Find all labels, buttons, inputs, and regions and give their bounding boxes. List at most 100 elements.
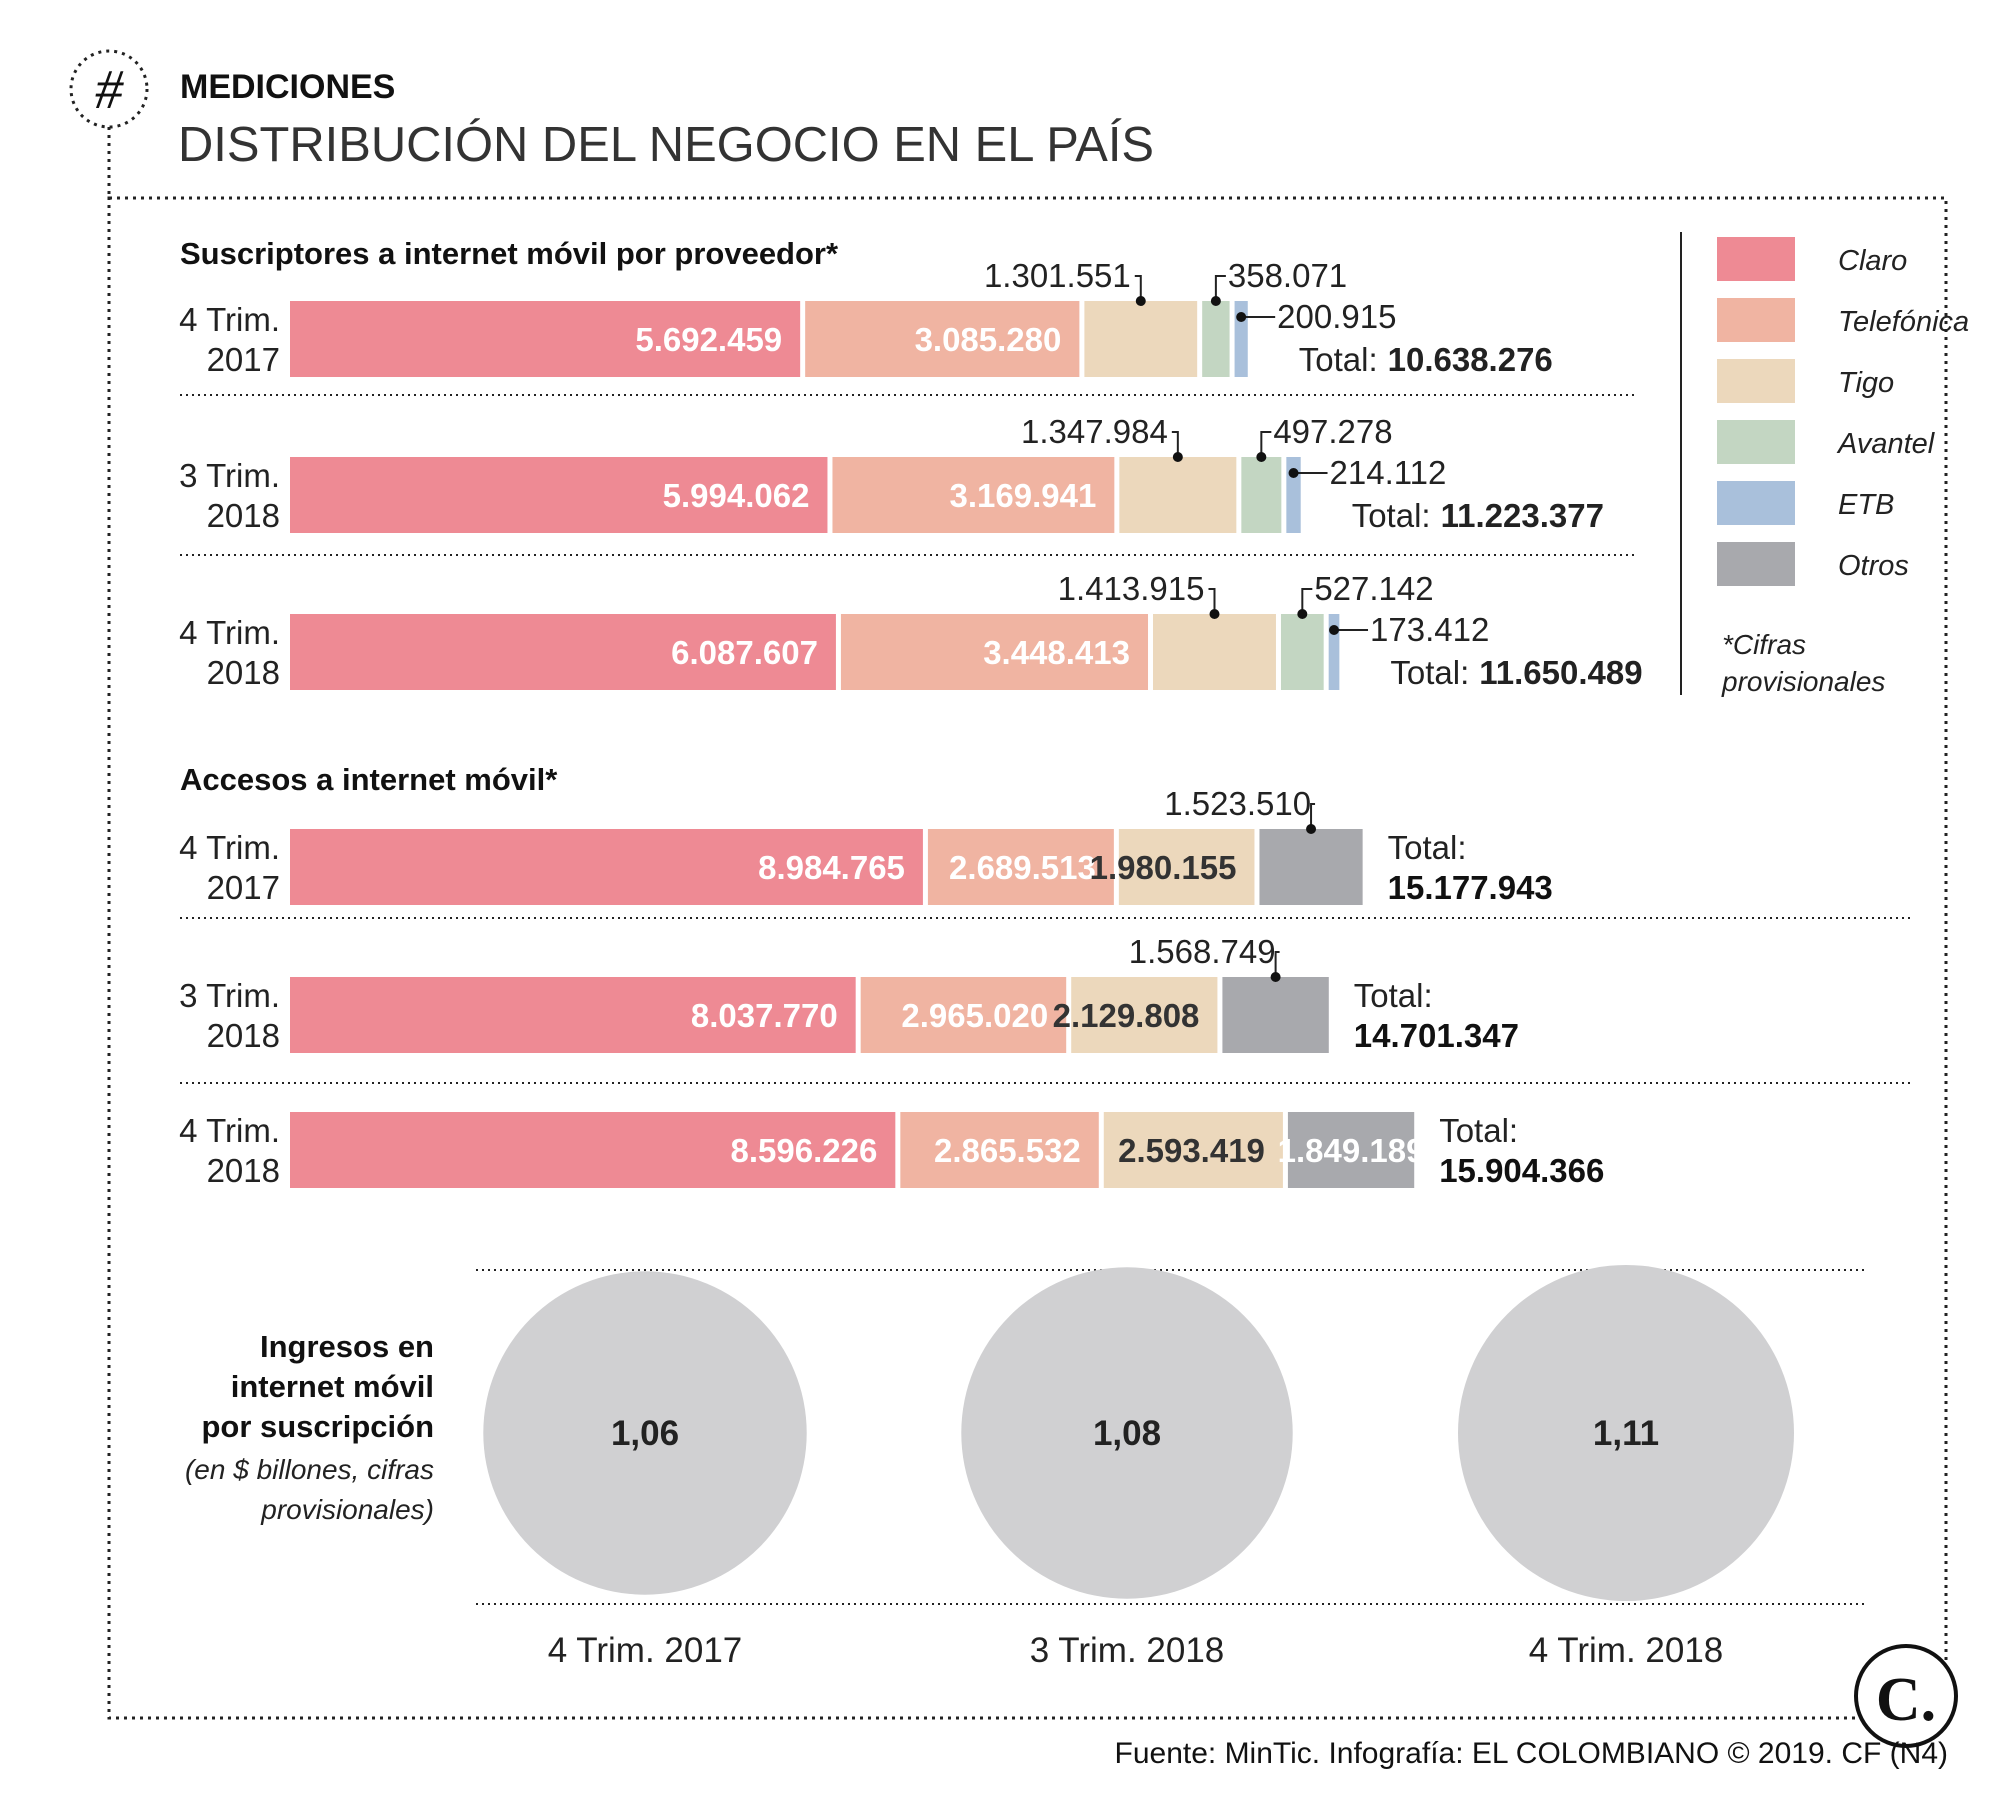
bubble-category: 4 Trim. 2017: [548, 1631, 743, 1670]
period-label-line1: 3 Trim.: [179, 977, 280, 1014]
value-label-telefonica: 2.689.513: [949, 849, 1096, 886]
bar-tigo: [1119, 457, 1237, 533]
total-value: 15.177.943: [1388, 869, 1553, 906]
legend-label-telefonica: Telefónica: [1838, 306, 1969, 338]
value-label-claro: 5.692.459: [635, 321, 782, 358]
callout-dot: [1270, 972, 1281, 982]
total-prefix: Total:: [1352, 497, 1431, 534]
callout-label-avantel: 527.142: [1314, 570, 1433, 607]
bar-otros: [1222, 977, 1329, 1053]
bar-telefonica: [840, 614, 1149, 690]
bar-avantel: [1280, 614, 1324, 690]
legend-label-claro: Claro: [1838, 245, 1907, 277]
hash-badge-icon: [69, 49, 149, 129]
callout-label-otros: 1.523.510: [1164, 785, 1311, 822]
callout-label-avantel: 358.071: [1228, 257, 1347, 294]
total-value: 11.650.489: [1479, 654, 1642, 691]
callout-label-etb: 200.915: [1277, 298, 1396, 335]
frame: [107, 196, 1948, 1720]
callout-label-tigo: 1.347.984: [1021, 413, 1168, 450]
legend-label-tigo: Tigo: [1838, 367, 1894, 399]
callout-label-tigo: 1.301.551: [984, 257, 1131, 294]
callout-dot: [1172, 452, 1183, 462]
legend-swatch-avantel: [1717, 420, 1795, 464]
bar-telefonica: [927, 829, 1114, 905]
value-label-telefonica: 2.865.532: [934, 1132, 1081, 1169]
value-label-telefonica: 3.448.413: [983, 634, 1130, 671]
callout-label-etb: 173.412: [1370, 611, 1489, 648]
total-prefix: Total:: [1439, 1112, 1518, 1149]
callout-dot: [1297, 609, 1308, 619]
bar-telefonica: [805, 301, 1080, 377]
bubble-value: 1,08: [1093, 1414, 1161, 1453]
bubble-value: 1,06: [611, 1414, 679, 1453]
value-label-tigo: 2.593.419: [1118, 1132, 1265, 1169]
revenue-title-line3: por suscripción: [201, 1409, 434, 1444]
period-label-line2: 2018: [207, 497, 280, 534]
bar-avantel: [1241, 457, 1282, 533]
bubble-category: 4 Trim. 2018: [1529, 1631, 1724, 1670]
legend-swatch-tigo: [1717, 359, 1795, 403]
row-total: Total: 10.638.276: [1299, 341, 1553, 378]
hash-icon: #: [95, 59, 124, 121]
bubble: [1458, 1265, 1794, 1601]
value-label-claro: 8.037.770: [691, 997, 838, 1034]
total-prefix: Total:: [1354, 977, 1433, 1014]
callout-dot: [1135, 296, 1146, 306]
callout-line: [1214, 275, 1226, 301]
legend-swatch-telefonica: [1717, 298, 1795, 342]
bubble: [961, 1267, 1293, 1599]
callout-dot: [1329, 625, 1340, 635]
period-label-line1: 4 Trim.: [179, 301, 280, 338]
callout-label-tigo: 1.413.915: [1058, 570, 1205, 607]
legend: Claro Telefónica Tigo Avantel ETB Otros: [1717, 237, 1969, 586]
subscribers-title: Suscriptores a internet móvil por provee…: [180, 236, 839, 271]
legend-label-avantel: Avantel: [1836, 428, 1936, 460]
row-total: Total: 11.650.489: [1390, 654, 1642, 691]
callout-dot: [1236, 312, 1247, 322]
bubble-value: 1,11: [1593, 1414, 1659, 1453]
value-label-tigo: 2.129.808: [1053, 997, 1200, 1034]
logo-letter: C.: [1876, 1666, 1936, 1734]
legend-swatch-otros: [1717, 542, 1795, 586]
revenue-chart: 1,06 4 Trim. 2017 1,08 3 Trim. 2018 1,11 4 Tr…: [483, 1265, 1794, 1670]
bar-telefonica: [900, 1112, 1099, 1188]
callout-line: [1260, 431, 1272, 457]
callout-dot: [1256, 452, 1267, 462]
total-prefix: Total:: [1299, 341, 1378, 378]
total-value: 10.638.276: [1388, 341, 1553, 378]
bar-otros: [1259, 829, 1363, 905]
logo-badge: [1854, 1644, 1958, 1748]
callout-line: [1310, 803, 1316, 829]
legend-note-line1: *Cifras: [1722, 629, 1806, 660]
bar-otros: [1287, 1112, 1415, 1188]
period-label-line2: 2018: [207, 654, 280, 691]
period-label-line2: 2017: [207, 869, 280, 906]
bar-etb: [1328, 614, 1340, 690]
bar-tigo: [1153, 614, 1276, 690]
page-title: DISTRIBUCIÓN DEL NEGOCIO EN EL PAÍS: [178, 118, 1154, 172]
callout-label-etb: 214.112: [1330, 454, 1447, 491]
period-label-line1: 4 Trim.: [179, 614, 280, 651]
revenue-subtitle-line2: provisionales): [260, 1494, 434, 1525]
value-label-claro: 8.596.226: [731, 1132, 878, 1169]
kicker: MEDICIONES: [180, 68, 395, 106]
callout-dot: [1210, 296, 1221, 306]
legend-swatch-claro: [1717, 237, 1795, 281]
callout-dot: [1209, 609, 1220, 619]
legend-label-etb: ETB: [1838, 489, 1894, 521]
total-value: 11.223.377: [1441, 497, 1604, 534]
revenue-title-line1: Ingresos en: [260, 1329, 434, 1364]
value-label-telefonica: 2.965.020: [901, 997, 1048, 1034]
revenue-subtitle-line1: (en $ billones, cifras: [185, 1454, 434, 1485]
period-label-line1: 4 Trim.: [179, 1112, 280, 1149]
bubble: [483, 1271, 807, 1595]
value-label-telefonica: 3.085.280: [915, 321, 1062, 358]
bar-telefonica: [832, 457, 1115, 533]
callout-label-avantel: 497.278: [1273, 413, 1392, 450]
period-label-line2: 2018: [207, 1017, 280, 1054]
callout-dot: [1306, 824, 1317, 834]
period-label-line2: 2017: [207, 341, 280, 378]
